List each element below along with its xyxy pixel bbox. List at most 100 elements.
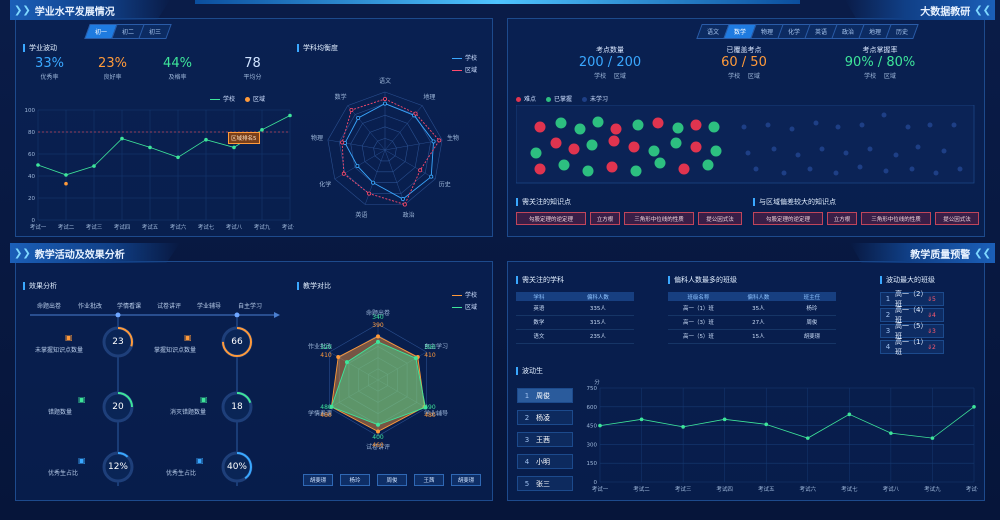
data-point	[722, 417, 727, 422]
student-name: 小明	[536, 457, 550, 466]
chart-tooltip: 区域排名5	[228, 132, 260, 144]
tab-grade-3[interactable]: 初三	[138, 24, 172, 39]
section-title-focus-points: 需关注的知识点	[516, 197, 571, 207]
volatile-student-item[interactable]: 1 周俊	[517, 388, 573, 403]
kpi-value: 44%	[163, 56, 192, 71]
subject-tabs: 语文 数学 物理 化学 英语 政治 地理 历史	[696, 24, 919, 39]
teacher-name-button[interactable]: 周俊	[377, 474, 407, 486]
change-down-value: ⇓2	[927, 343, 936, 351]
data-point	[64, 173, 68, 177]
knowledge-point-dot	[835, 124, 841, 130]
radar-grid	[373, 138, 397, 162]
volatile-student-item[interactable]: 3 王茜	[517, 432, 573, 447]
section-title-volatile-students: 波动生	[516, 366, 543, 376]
y-tick-label: 300	[587, 442, 598, 448]
section-title-effect: 效果分析	[23, 281, 57, 291]
data-point	[764, 422, 769, 427]
volatile-student-item[interactable]: 4 小明	[517, 454, 573, 469]
volatile-student-item[interactable]: 5 张三	[517, 476, 573, 491]
kpi-label: 优秀率	[40, 74, 59, 81]
tab-label: 物理	[761, 29, 774, 36]
radar-point	[371, 180, 376, 185]
student-name: 周俊	[536, 391, 550, 400]
teacher-name-button[interactable]: 胡斐璟	[303, 474, 333, 486]
radar-axis	[347, 105, 386, 151]
radar-series	[341, 98, 440, 206]
knowledge-point-dot	[819, 146, 825, 152]
student-name: 张三	[536, 479, 550, 488]
knowledge-point-button[interactable]: 提公因式法	[698, 212, 742, 225]
radar-axis-label: 学情看课	[308, 410, 332, 418]
table-header: 偏科人数	[728, 292, 788, 301]
radar-point	[400, 197, 405, 202]
rank-number: 1	[885, 295, 891, 303]
table-row: 语文 235人	[516, 329, 634, 344]
deviation-point-button[interactable]: 勾股定理的逆定理	[753, 212, 823, 225]
knowledge-point-dot	[741, 124, 747, 130]
p1-line-legend: 学校 区域	[210, 94, 265, 103]
x-tick-label: 考试八	[226, 223, 243, 231]
knowledge-point-dot	[586, 139, 598, 151]
knowledge-point-dot	[534, 121, 546, 133]
p1-radar-legend: 学校 区域	[452, 53, 477, 74]
volatile-class-item[interactable]: 4 高一（1）班 ⇓2	[880, 338, 944, 356]
rank-number: 3	[885, 327, 891, 335]
knowledge-point-dot	[881, 112, 887, 118]
data-point	[639, 417, 644, 422]
knowledge-point-dot	[632, 119, 644, 131]
teacher-name-button[interactable]: 王茜	[414, 474, 444, 486]
knowledge-point-dot	[789, 126, 795, 132]
data-point	[889, 431, 893, 435]
x-tick-label: 考试一	[30, 223, 47, 231]
tab-subject-7[interactable]: 历史	[885, 24, 919, 39]
knowledge-point-dot	[753, 166, 759, 172]
tab-label: 英语	[815, 29, 828, 36]
radar-axis-label: 试卷讲评	[366, 443, 390, 451]
knowledge-point-dot	[582, 165, 594, 177]
volatile-class-item[interactable]: 3 高一（5）班 ⇓3	[880, 322, 944, 340]
panel-title-bigdata: 大数据教研 ❮❮	[845, 0, 995, 20]
radar-point	[431, 139, 436, 144]
deviation-point-button[interactable]: 三角形中位线的性质	[861, 212, 931, 225]
data-point	[260, 128, 264, 132]
radar-axis-label: 生物	[447, 134, 459, 142]
radar-point	[355, 163, 360, 168]
knowledge-point-dot	[883, 168, 889, 174]
radar-point	[423, 405, 428, 410]
radar-axis-label: 学业辅导	[424, 410, 448, 418]
radar-point	[429, 174, 434, 179]
deviation-point-button[interactable]: 提公因式法	[935, 212, 979, 225]
knowledge-point-dot	[710, 145, 722, 157]
knowledge-point-button[interactable]: 三角形中位线的性质	[624, 212, 694, 225]
volatile-class-item[interactable]: 2 高一（4）班 ⇓4	[880, 306, 944, 324]
volatile-class-item[interactable]: 1 高一（2）班 ⇓5	[880, 290, 944, 308]
knowledge-point-button[interactable]: 勾股定理的逆定理	[516, 212, 586, 225]
series-line	[599, 406, 975, 439]
deviation-point-button[interactable]: 立方根	[827, 212, 857, 225]
student-number: 1	[524, 391, 530, 400]
teacher-name-button[interactable]: 杨玲	[340, 474, 370, 486]
volatile-student-item[interactable]: 2 杨凌	[517, 410, 573, 425]
x-tick-label: 考试九	[254, 223, 271, 231]
radar-point	[413, 356, 418, 361]
metric-icon: ▣	[78, 395, 86, 404]
knowledge-point-button[interactable]: 立方根	[590, 212, 620, 225]
table-cell: 数学	[516, 315, 562, 330]
knowledge-point-dot	[933, 170, 939, 176]
knowledge-point-dot	[690, 119, 702, 131]
knowledge-point-dot	[927, 122, 933, 128]
tab-label: 历史	[896, 29, 909, 36]
teacher-name-button[interactable]: 胡斐璟	[451, 474, 481, 486]
table-header: 班级名称	[668, 292, 729, 301]
radar-axis	[377, 379, 427, 409]
radar-point	[402, 202, 407, 207]
radar-value-label: 480	[424, 412, 436, 419]
metric-ring: 40%	[220, 450, 254, 484]
radar-grid	[327, 91, 443, 205]
knowledge-point-dot	[843, 150, 849, 156]
change-down-value: ⇓3	[927, 327, 936, 335]
metric-value: 20	[112, 402, 124, 412]
knowledge-point-dot	[765, 122, 771, 128]
metric-label: 未掌握知识点数量	[35, 347, 84, 354]
class-name: 高一（2）班	[895, 290, 924, 308]
